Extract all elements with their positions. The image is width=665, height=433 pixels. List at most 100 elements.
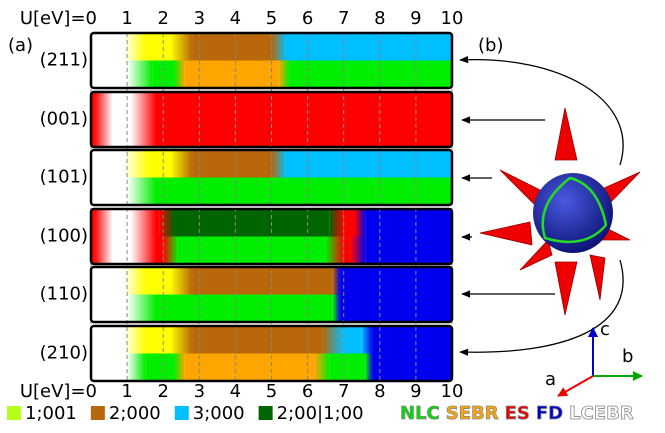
x-tick-label: U[eV]=0 [20, 381, 97, 402]
phase-segment [145, 353, 175, 381]
transition [123, 267, 146, 295]
legend-swatch [174, 406, 189, 420]
transition [94, 92, 113, 147]
transition [332, 294, 341, 322]
phase-segment [289, 60, 452, 88]
phase-segment [91, 177, 128, 205]
phase-segment [365, 209, 452, 237]
x-tick-label: 1 [121, 8, 132, 29]
x-tick-label: 8 [374, 8, 385, 29]
transition [174, 60, 185, 88]
x-tick-label: 3 [194, 381, 205, 402]
phase-segment [112, 209, 131, 237]
phase-segment [192, 33, 272, 61]
transition [127, 60, 153, 88]
phase-segment [112, 236, 131, 264]
phase-segment [152, 60, 175, 88]
transition [350, 236, 366, 264]
phase-segment [91, 236, 95, 264]
phase-segment [365, 236, 452, 264]
row-label: (110) [40, 284, 88, 305]
transition [130, 236, 156, 264]
x-tick-label: 3 [194, 8, 205, 29]
panel-label: (a) [8, 35, 33, 56]
row-label: (100) [40, 226, 88, 247]
x-tick-label: 6 [302, 381, 313, 402]
row-label: (101) [40, 167, 88, 188]
phase-segment [329, 353, 366, 381]
phase-segment [155, 92, 453, 147]
x-tick-label: 9 [410, 381, 421, 402]
x-tick-label: 10 [441, 8, 464, 29]
phase-segment [192, 267, 333, 295]
x-tick-label: 10 [441, 381, 464, 402]
connectors [459, 55, 624, 356]
phase-segment [91, 353, 128, 381]
transition [159, 209, 175, 237]
axis-label: a [545, 369, 556, 390]
transition [170, 150, 193, 178]
transition [314, 353, 330, 381]
transition [174, 353, 185, 381]
transition [361, 326, 373, 354]
transition [170, 33, 193, 61]
phase-segment [343, 209, 355, 237]
transition [127, 353, 146, 381]
phase-segment [91, 150, 124, 178]
legend-label: 1;001 [25, 403, 77, 424]
phase-segment [91, 267, 124, 295]
x-tick-label: 6 [302, 8, 313, 29]
x-tick-label: U[eV]=0 [20, 8, 97, 29]
phase-segment [145, 326, 171, 354]
phase-segment [155, 294, 333, 322]
crystal [479, 107, 641, 316]
row-label: (001) [40, 109, 88, 130]
x-tick-label: 2 [157, 381, 168, 402]
transition [163, 236, 178, 264]
transition [123, 33, 146, 61]
transition [94, 209, 113, 237]
phase-segment [184, 353, 315, 381]
phase-segment [372, 353, 452, 381]
legend-label: 3;000 [193, 403, 245, 424]
phase-segment [343, 236, 351, 264]
phase-segment [192, 326, 323, 354]
row-frame [89, 31, 454, 90]
transition [329, 209, 344, 237]
phase-label: LCEBR [569, 403, 634, 424]
transition [325, 236, 344, 264]
row-frame [89, 265, 454, 324]
transition [127, 294, 156, 322]
x-tick-label: 5 [266, 8, 277, 29]
transition [130, 209, 156, 237]
transition [271, 150, 286, 178]
transition [322, 326, 344, 354]
legend-label: 2;000 [109, 403, 161, 424]
phase-segment [340, 294, 452, 322]
phase-segment [145, 33, 171, 61]
phase-segment [340, 267, 452, 295]
phase-segment [184, 60, 279, 88]
panel-label: (b) [478, 35, 503, 56]
transition [123, 150, 149, 178]
x-tick-label: 1 [121, 381, 132, 402]
row-frame [89, 207, 454, 266]
axis-label: c [600, 319, 610, 340]
phase-segment [91, 294, 128, 322]
legend-swatch [90, 406, 105, 420]
phase-segment [155, 209, 160, 237]
phase-label: SEBR [446, 403, 499, 424]
transition [365, 353, 373, 381]
legend-swatch [258, 406, 273, 420]
phase-segment [91, 33, 124, 61]
axis-label: b [622, 346, 633, 367]
transition [170, 326, 193, 354]
phase-segment [145, 267, 171, 295]
row-label: (210) [40, 343, 88, 364]
phase-segment [91, 60, 128, 88]
phase-segment [192, 150, 272, 178]
transition [94, 236, 113, 264]
transition [332, 267, 341, 295]
transition [278, 60, 290, 88]
